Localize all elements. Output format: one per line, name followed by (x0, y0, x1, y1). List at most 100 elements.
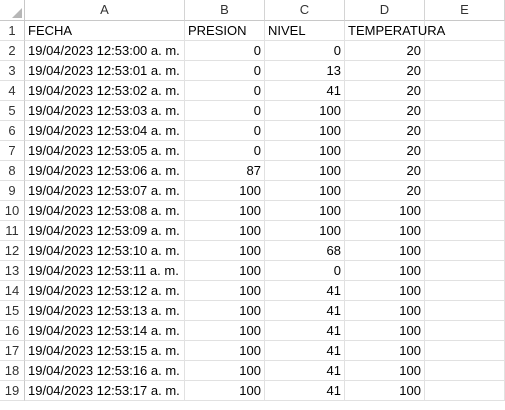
cell-e1[interactable] (425, 21, 505, 41)
cell-fecha[interactable]: 19/04/2023 12:53:02 a. m. (25, 81, 185, 101)
column-header-e[interactable]: E (425, 0, 505, 21)
cell-empty[interactable] (425, 221, 505, 241)
row-header[interactable]: 11 (0, 221, 25, 241)
row-header[interactable]: 13 (0, 261, 25, 281)
cell-nivel[interactable]: 41 (265, 301, 345, 321)
cell-presion[interactable]: 100 (185, 261, 265, 281)
cell-temperatura[interactable]: 100 (345, 361, 425, 381)
cell-empty[interactable] (425, 241, 505, 261)
column-header-d[interactable]: D (345, 0, 425, 21)
cell-temperatura[interactable]: 20 (345, 61, 425, 81)
cell-empty[interactable] (425, 61, 505, 81)
cell-presion[interactable]: 100 (185, 381, 265, 401)
cell-fecha[interactable]: 19/04/2023 12:53:06 a. m. (25, 161, 185, 181)
row-header[interactable]: 3 (0, 61, 25, 81)
cell-presion[interactable]: 0 (185, 101, 265, 121)
cell-empty[interactable] (425, 201, 505, 221)
column-header-a[interactable]: A (25, 0, 185, 21)
row-header[interactable]: 16 (0, 321, 25, 341)
cell-fecha[interactable]: 19/04/2023 12:53:17 a. m. (25, 381, 185, 401)
row-header[interactable]: 15 (0, 301, 25, 321)
cell-empty[interactable] (425, 141, 505, 161)
row-header[interactable]: 8 (0, 161, 25, 181)
cell-nivel[interactable]: 41 (265, 361, 345, 381)
cell-empty[interactable] (425, 161, 505, 181)
cell-temperatura[interactable]: 20 (345, 181, 425, 201)
cell-temperatura[interactable]: 100 (345, 321, 425, 341)
cell-a1[interactable]: FECHA (25, 21, 185, 41)
cell-temperatura[interactable]: 100 (345, 341, 425, 361)
cell-nivel[interactable]: 41 (265, 81, 345, 101)
cell-nivel[interactable]: 0 (265, 261, 345, 281)
cell-fecha[interactable]: 19/04/2023 12:53:07 a. m. (25, 181, 185, 201)
cell-temperatura[interactable]: 20 (345, 161, 425, 181)
cell-fecha[interactable]: 19/04/2023 12:53:11 a. m. (25, 261, 185, 281)
cell-fecha[interactable]: 19/04/2023 12:53:01 a. m. (25, 61, 185, 81)
cell-empty[interactable] (425, 321, 505, 341)
row-header[interactable]: 7 (0, 141, 25, 161)
cell-nivel[interactable]: 100 (265, 161, 345, 181)
cell-fecha[interactable]: 19/04/2023 12:53:04 a. m. (25, 121, 185, 141)
column-header-c[interactable]: C (265, 0, 345, 21)
cell-nivel[interactable]: 0 (265, 41, 345, 61)
cell-fecha[interactable]: 19/04/2023 12:53:05 a. m. (25, 141, 185, 161)
select-all-corner[interactable] (0, 0, 25, 21)
cell-temperatura[interactable]: 100 (345, 281, 425, 301)
cell-presion[interactable]: 100 (185, 181, 265, 201)
cell-nivel[interactable]: 41 (265, 381, 345, 401)
cell-empty[interactable] (425, 181, 505, 201)
cell-b1[interactable]: PRESION (185, 21, 265, 41)
row-header[interactable]: 4 (0, 81, 25, 101)
cell-empty[interactable] (425, 121, 505, 141)
cell-nivel[interactable]: 41 (265, 341, 345, 361)
cell-fecha[interactable]: 19/04/2023 12:53:12 a. m. (25, 281, 185, 301)
cell-presion[interactable]: 100 (185, 241, 265, 261)
cell-presion[interactable]: 0 (185, 41, 265, 61)
cell-empty[interactable] (425, 381, 505, 401)
row-header[interactable]: 1 (0, 21, 25, 41)
cell-empty[interactable] (425, 261, 505, 281)
row-header[interactable]: 17 (0, 341, 25, 361)
cell-presion[interactable]: 100 (185, 361, 265, 381)
cell-empty[interactable] (425, 101, 505, 121)
cell-fecha[interactable]: 19/04/2023 12:53:03 a. m. (25, 101, 185, 121)
cell-presion[interactable]: 0 (185, 81, 265, 101)
cell-empty[interactable] (425, 41, 505, 61)
cell-nivel[interactable]: 100 (265, 121, 345, 141)
cell-temperatura[interactable]: 20 (345, 81, 425, 101)
cell-d1[interactable]: TEMPERATURA (345, 21, 445, 41)
cell-temperatura[interactable]: 100 (345, 241, 425, 261)
row-header[interactable]: 2 (0, 41, 25, 61)
cell-presion[interactable]: 100 (185, 301, 265, 321)
cell-fecha[interactable]: 19/04/2023 12:53:14 a. m. (25, 321, 185, 341)
cell-temperatura[interactable]: 100 (345, 221, 425, 241)
cell-fecha[interactable]: 19/04/2023 12:53:00 a. m. (25, 41, 185, 61)
row-header[interactable]: 14 (0, 281, 25, 301)
cell-temperatura[interactable]: 20 (345, 121, 425, 141)
cell-temperatura[interactable]: 20 (345, 41, 425, 61)
cell-fecha[interactable]: 19/04/2023 12:53:13 a. m. (25, 301, 185, 321)
row-header[interactable]: 12 (0, 241, 25, 261)
row-header[interactable]: 10 (0, 201, 25, 221)
row-header[interactable]: 19 (0, 381, 25, 401)
cell-fecha[interactable]: 19/04/2023 12:53:09 a. m. (25, 221, 185, 241)
cell-presion[interactable]: 100 (185, 321, 265, 341)
row-header[interactable]: 9 (0, 181, 25, 201)
cell-nivel[interactable]: 100 (265, 141, 345, 161)
cell-nivel[interactable]: 68 (265, 241, 345, 261)
cell-empty[interactable] (425, 301, 505, 321)
row-header[interactable]: 5 (0, 101, 25, 121)
cell-nivel[interactable]: 41 (265, 321, 345, 341)
cell-temperatura[interactable]: 100 (345, 201, 425, 221)
cell-fecha[interactable]: 19/04/2023 12:53:10 a. m. (25, 241, 185, 261)
cell-fecha[interactable]: 19/04/2023 12:53:15 a. m. (25, 341, 185, 361)
cell-presion[interactable]: 100 (185, 201, 265, 221)
cell-fecha[interactable]: 19/04/2023 12:53:08 a. m. (25, 201, 185, 221)
cell-nivel[interactable]: 100 (265, 221, 345, 241)
cell-c1[interactable]: NIVEL (265, 21, 345, 41)
cell-nivel[interactable]: 100 (265, 101, 345, 121)
cell-empty[interactable] (425, 81, 505, 101)
cell-nivel[interactable]: 100 (265, 201, 345, 221)
cell-nivel[interactable]: 41 (265, 281, 345, 301)
cell-presion[interactable]: 100 (185, 221, 265, 241)
